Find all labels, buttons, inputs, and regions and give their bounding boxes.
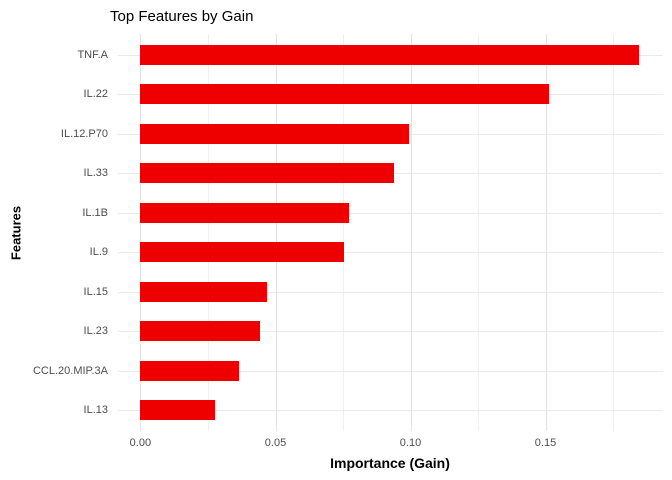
bar: [140, 163, 394, 184]
gridline-x-minor: [613, 34, 614, 431]
y-tick-label: TNF.A: [77, 48, 108, 61]
bar: [140, 321, 260, 342]
gridline-x-minor: [478, 34, 479, 431]
y-tick-label: CCL.20.MIP.3A: [32, 364, 108, 377]
bar: [140, 360, 239, 381]
gridline-y-major: [118, 410, 663, 412]
gridline-x-major: [545, 34, 547, 431]
gridline-x-major: [140, 34, 142, 431]
bar: [140, 84, 549, 105]
y-tick-label: IL.33: [83, 167, 108, 180]
gridline-y-major: [118, 291, 663, 293]
x-tick-label: 0.10: [399, 437, 422, 449]
bar: [140, 123, 409, 144]
x-axis-title: Importance (Gain): [330, 455, 450, 471]
y-tick-label: IL.22: [83, 88, 108, 101]
x-tick-label: 0.15: [534, 437, 557, 449]
x-tick-label: 0.00: [129, 437, 152, 449]
y-tick-label: IL.12.P70: [60, 127, 108, 140]
bar: [140, 400, 215, 421]
y-tick-label: IL.13: [83, 404, 108, 417]
gridline-y-major: [118, 252, 663, 254]
gridline-y-major: [118, 370, 663, 372]
y-tick-label: IL.15: [83, 285, 108, 298]
bar: [140, 281, 268, 302]
bar: [140, 242, 344, 263]
gridline-y-major: [118, 331, 663, 333]
gridline-x-minor: [207, 34, 209, 431]
y-tick-label: IL.23: [83, 325, 108, 338]
gridline-y-major: [118, 212, 663, 214]
x-tick-label: 0.05: [264, 437, 287, 449]
gridline-x-major: [410, 34, 412, 431]
bar: [140, 202, 349, 223]
y-tick-label: IL.9: [89, 246, 108, 259]
y-tick-label: IL.1B: [82, 206, 108, 219]
chart-title: Top Features by Gain: [110, 8, 254, 25]
gridline-x-minor: [343, 34, 344, 431]
bar: [140, 44, 639, 65]
gridline-x-major: [275, 34, 277, 431]
